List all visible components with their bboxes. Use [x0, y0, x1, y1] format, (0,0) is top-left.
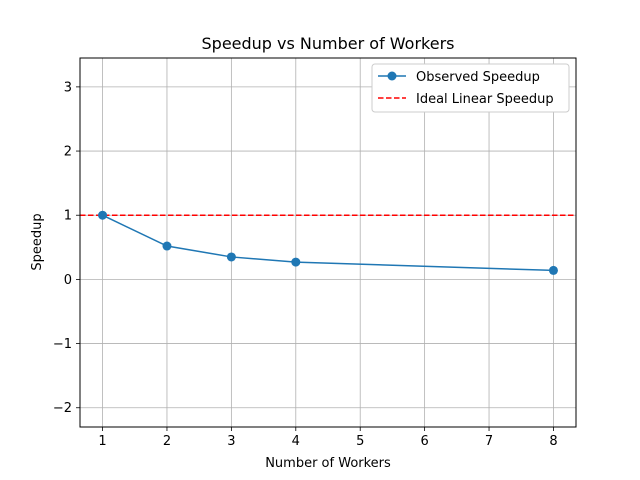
y-tick-label: 3 — [64, 80, 72, 95]
legend: Observed Speedup Ideal Linear Speedup — [371, 63, 570, 113]
observed-speedup-point — [98, 210, 108, 220]
x-tick-label: 2 — [163, 434, 171, 449]
x-tick-label: 7 — [485, 434, 493, 449]
observed-speedup-point — [226, 252, 236, 262]
plot-frame — [79, 57, 577, 428]
x-tick-label: 3 — [227, 434, 235, 449]
y-tick-label: 2 — [64, 145, 72, 160]
observed-speedup-point — [162, 241, 172, 251]
x-axis-label: Number of Workers — [265, 456, 391, 471]
series-layer — [80, 210, 576, 275]
y-tick-label: −2 — [53, 401, 72, 416]
x-tick-label: 5 — [356, 434, 364, 449]
observed-speedup-point — [548, 265, 558, 275]
legend-ideal-label: Ideal Linear Speedup — [416, 92, 554, 107]
x-tick-label: 4 — [292, 434, 300, 449]
legend-observed-label: Observed Speedup — [416, 70, 540, 85]
y-tick-label: 1 — [64, 209, 72, 224]
legend-observed-marker — [387, 71, 397, 81]
x-tick-label: 8 — [549, 434, 557, 449]
y-tick-label: −1 — [53, 337, 72, 352]
observed-speedup-point — [291, 257, 301, 267]
chart-title: Speedup vs Number of Workers — [202, 34, 455, 53]
grid — [80, 58, 576, 427]
legend-box — [371, 63, 570, 113]
x-tick-label: 1 — [98, 434, 106, 449]
ticks: 1 2 3 4 5 6 7 8 −2 −1 0 1 2 3 — [53, 80, 558, 449]
x-tick-label: 6 — [420, 434, 428, 449]
y-tick-label: 0 — [64, 273, 72, 288]
y-axis-label: Speedup — [30, 213, 45, 270]
observed-speedup-line — [102, 214, 554, 272]
